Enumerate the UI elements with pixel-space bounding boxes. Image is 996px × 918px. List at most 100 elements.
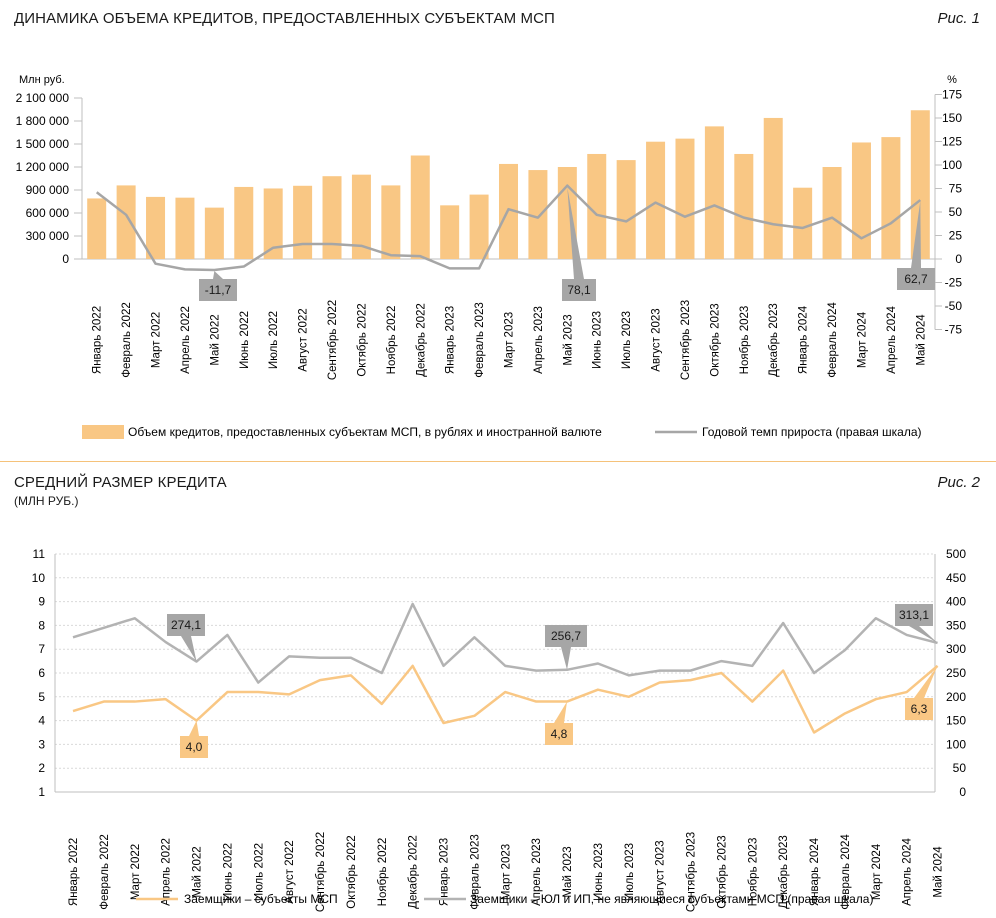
category-label: Февраль 2024 bbox=[827, 302, 839, 378]
callout-sme-may-2023: 4,8 bbox=[545, 701, 573, 745]
category-label: Октябрь 2023 bbox=[709, 303, 721, 376]
bar-6 bbox=[263, 188, 283, 259]
right-tick-label: 75 bbox=[949, 182, 963, 196]
category-label: Август 2022 bbox=[298, 308, 310, 371]
right-tick-label: 200 bbox=[946, 690, 966, 704]
legend-sme-label: Заемщики – субъекты МСП bbox=[184, 892, 338, 906]
callout-nonsme-may-2022: 274,1 bbox=[167, 614, 205, 662]
right-tick-label: 0 bbox=[959, 785, 966, 799]
left-tick-label: 1 500 000 bbox=[16, 137, 70, 151]
category-label: Август 2023 bbox=[651, 308, 663, 371]
category-label: Январь 2023 bbox=[445, 306, 457, 374]
callout-sme-may-2024: 6,3 bbox=[905, 665, 938, 720]
bar-0 bbox=[87, 198, 107, 259]
callout-may-2023-box bbox=[562, 279, 596, 301]
bar-9 bbox=[351, 174, 371, 259]
bar-24 bbox=[793, 187, 813, 259]
bar-20 bbox=[675, 138, 695, 259]
callout-nonsme-may-2023: 256,7 bbox=[545, 625, 587, 670]
callout-nonsme-may-2022-pointer bbox=[181, 636, 197, 662]
callout-may-2023-pointer bbox=[567, 187, 584, 279]
right-axis-title: % bbox=[947, 74, 957, 86]
callout-may-2023: 78,1 bbox=[562, 187, 596, 301]
category-label: Октябрь 2023 bbox=[716, 835, 728, 908]
category-label: Март 2023 bbox=[500, 844, 512, 900]
callout-nonsme-may-2023-pointer bbox=[561, 647, 571, 670]
category-label: Апрель 2022 bbox=[161, 838, 173, 906]
bar-26 bbox=[851, 142, 871, 259]
legend-nonsme-label: Заемщики – ЮЛ и ИП, не являющиеся субъек… bbox=[470, 892, 873, 906]
category-label: Июнь 2023 bbox=[592, 311, 604, 369]
category-label: Апрель 2023 bbox=[533, 306, 545, 374]
bar-1 bbox=[116, 185, 136, 259]
left-tick-label: 7 bbox=[38, 642, 45, 656]
callout-sme-may-2023-label: 4,8 bbox=[551, 727, 568, 741]
right-tick-label: 450 bbox=[946, 571, 966, 585]
left-tick-label: 11 bbox=[33, 547, 46, 561]
credit-volume-chart: Млн руб. % 2 100 000 1 800 000 1 500 000 1 20… bbox=[16, 74, 963, 439]
left-tick-label: 4 bbox=[38, 714, 45, 728]
category-label: Июнь 2022 bbox=[239, 311, 251, 369]
left-tick-label: 2 100 000 bbox=[16, 91, 70, 105]
right-tick-label: 250 bbox=[946, 666, 966, 680]
bar-22 bbox=[734, 153, 754, 259]
category-label: Сентябрь 2022 bbox=[327, 300, 339, 380]
callout-nonsme-may-2023-label: 256,7 bbox=[551, 629, 581, 643]
category-label: Апрель 2023 bbox=[531, 838, 543, 906]
category-label: Апрель 2024 bbox=[902, 838, 914, 906]
callout-may-2022-pointer bbox=[213, 270, 223, 279]
right-tick-label: 25 bbox=[949, 229, 963, 243]
right-tick-label: -75 bbox=[945, 323, 963, 337]
category-label: Январь 2024 bbox=[809, 837, 821, 906]
legend-bar-swatch bbox=[82, 425, 124, 439]
bar-21 bbox=[704, 126, 724, 259]
category-label: Май 2023 bbox=[562, 846, 574, 897]
right-tick-label: 300 bbox=[946, 642, 966, 656]
callout-may-2024-box bbox=[897, 268, 935, 290]
category-label: Июль 2023 bbox=[621, 311, 633, 369]
right-tick-label: 50 bbox=[953, 761, 967, 775]
category-label: Октябрь 2022 bbox=[346, 835, 358, 908]
category-label: Март 2024 bbox=[871, 843, 883, 900]
callout-may-2024-label: 62,7 bbox=[904, 272, 928, 286]
category-label: Апрель 2022 bbox=[180, 306, 192, 374]
callout-nonsme-may-2024-box bbox=[895, 604, 933, 626]
bar-5 bbox=[234, 186, 254, 259]
bar-3 bbox=[175, 197, 195, 259]
category-label: Март 2023 bbox=[504, 312, 516, 368]
category-label: Март 2022 bbox=[130, 844, 142, 900]
bar-10 bbox=[381, 185, 401, 259]
category-label: Октябрь 2022 bbox=[356, 303, 368, 376]
right-tick-label: 175 bbox=[942, 88, 962, 102]
category-label: Сентябрь 2022 bbox=[315, 832, 327, 912]
left-tick-label: 0 bbox=[62, 252, 69, 266]
callout-nonsme-may-2024-pointer bbox=[909, 626, 938, 643]
right-tick-label: 50 bbox=[949, 205, 963, 219]
right-tick-label: 100 bbox=[946, 737, 966, 751]
category-label: Май 2023 bbox=[562, 314, 574, 365]
callout-may-2022-box bbox=[199, 279, 237, 301]
callout-sme-may-2023-box bbox=[545, 723, 573, 745]
right-tick-label: -25 bbox=[945, 276, 963, 290]
callout-sme-may-2022-box bbox=[180, 736, 208, 758]
category-label: Май 2022 bbox=[192, 846, 204, 897]
bar-7 bbox=[293, 185, 313, 259]
callout-nonsme-may-2022-label: 274,1 bbox=[171, 618, 201, 632]
category-label: Сентябрь 2023 bbox=[686, 832, 698, 912]
left-tick-label: 600 000 bbox=[26, 206, 70, 220]
figure-separator bbox=[0, 461, 996, 462]
category-label: Январь 2022 bbox=[68, 838, 80, 906]
category-label: Декабрь 2022 bbox=[408, 835, 420, 909]
bar-18 bbox=[616, 160, 636, 259]
category-label: Май 2024 bbox=[933, 846, 945, 898]
right-tick-label: 350 bbox=[946, 618, 966, 632]
callout-sme-may-2023-pointer bbox=[554, 701, 568, 723]
category-label: Июнь 2023 bbox=[593, 843, 605, 901]
left-tick-label: 1 bbox=[38, 785, 45, 799]
left-tick-label: 1 200 000 bbox=[16, 160, 70, 174]
left-tick-label: 1 800 000 bbox=[16, 114, 70, 128]
category-label: Ноябрь 2023 bbox=[747, 838, 759, 907]
category-label: Январь 2024 bbox=[798, 305, 810, 374]
category-label: Май 2024 bbox=[915, 314, 927, 366]
category-label: Июль 2022 bbox=[253, 843, 265, 901]
